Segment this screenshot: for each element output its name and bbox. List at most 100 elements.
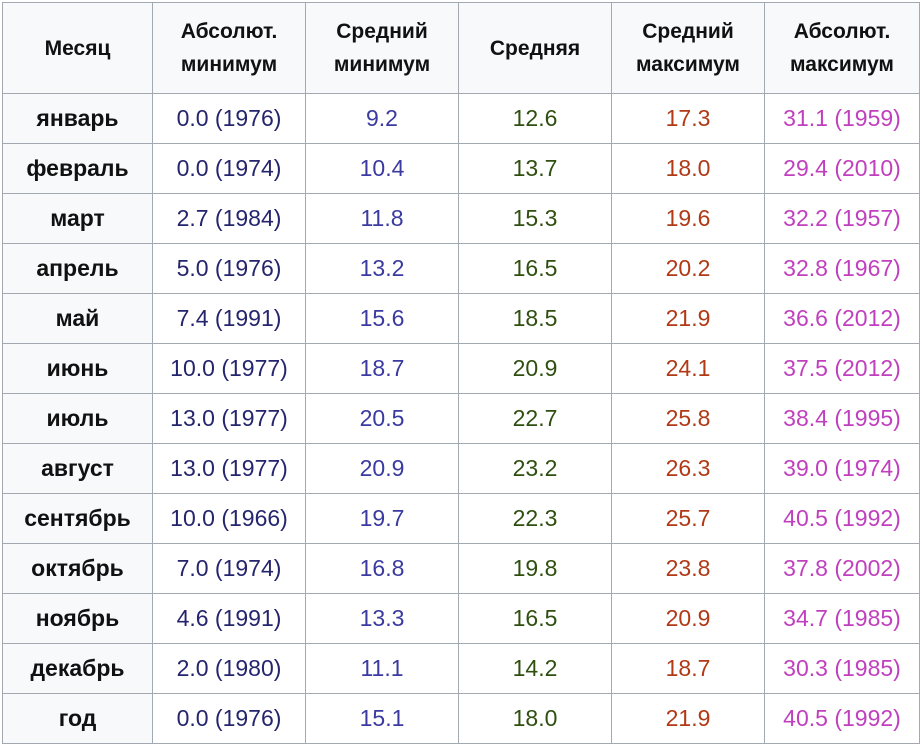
abs-max-cell: 40.5 (1992): [764, 693, 920, 744]
avg-cell: 18.5: [458, 293, 612, 344]
avg-max-cell: 18.0: [611, 143, 765, 194]
table-row: май 7.4 (1991) 15.6 18.5 21.9 36.6 (2012): [2, 293, 920, 344]
header-abs-min: Абсолют. минимум: [152, 2, 306, 94]
abs-max-cell: 39.0 (1974): [764, 443, 920, 494]
avg-cell: 20.9: [458, 343, 612, 394]
abs-max-cell: 30.3 (1985): [764, 643, 920, 694]
header-abs-max-line-1: Абсолют.: [793, 20, 891, 43]
header-abs-max: Абсолют. максимум: [764, 2, 920, 94]
avg-max-cell: 25.7: [611, 493, 765, 544]
abs-max-cell: 36.6 (2012): [764, 293, 920, 344]
table-row: август 13.0 (1977) 20.9 23.2 26.3 39.0 (1974): [2, 443, 920, 494]
avg-max-cell: 18.7: [611, 643, 765, 694]
abs-min-cell: 10.0 (1977): [152, 343, 306, 394]
month-cell: сентябрь: [2, 493, 153, 544]
header-abs-min-line-2: минимум: [180, 53, 278, 76]
header-row: Месяц Абсолют. минимум Средний минимум С…: [2, 2, 920, 94]
avg-min-cell: 11.8: [305, 193, 459, 244]
abs-min-cell: 2.0 (1980): [152, 643, 306, 694]
avg-cell: 23.2: [458, 443, 612, 494]
avg-cell: 19.8: [458, 543, 612, 594]
avg-max-cell: 23.8: [611, 543, 765, 594]
month-cell: август: [2, 443, 153, 494]
abs-min-cell: 7.0 (1974): [152, 543, 306, 594]
month-cell: ноябрь: [2, 593, 153, 644]
abs-min-cell: 13.0 (1977): [152, 393, 306, 444]
avg-max-cell: 25.8: [611, 393, 765, 444]
avg-cell: 16.5: [458, 243, 612, 294]
header-avg-min: Средний минимум: [305, 2, 459, 94]
avg-max-cell: 24.1: [611, 343, 765, 394]
abs-min-cell: 0.0 (1976): [152, 693, 306, 744]
header-avg-line: Средняя: [489, 36, 581, 60]
table-row: февраль 0.0 (1974) 10.4 13.7 18.0 29.4 (2010): [2, 143, 920, 194]
header-avg-max-line-1: Средний: [642, 20, 734, 43]
avg-min-cell: 13.2: [305, 243, 459, 294]
avg-cell: 15.3: [458, 193, 612, 244]
abs-max-cell: 37.8 (2002): [764, 543, 920, 594]
avg-max-cell: 17.3: [611, 93, 765, 144]
avg-min-cell: 16.8: [305, 543, 459, 594]
avg-min-cell: 20.9: [305, 443, 459, 494]
month-cell: февраль: [2, 143, 153, 194]
table-row: апрель 5.0 (1976) 13.2 16.5 20.2 32.8 (1967): [2, 243, 920, 294]
header-abs-min-line-1: Абсолют.: [180, 20, 278, 43]
header-month: Месяц: [2, 2, 153, 94]
table-row: январь 0.0 (1976) 9.2 12.6 17.3 31.1 (1959): [2, 93, 920, 144]
abs-min-cell: 0.0 (1974): [152, 143, 306, 194]
month-cell: январь: [2, 93, 153, 144]
abs-max-cell: 40.5 (1992): [764, 493, 920, 544]
month-cell: июнь: [2, 343, 153, 394]
avg-cell: 14.2: [458, 643, 612, 694]
avg-min-cell: 15.1: [305, 693, 459, 744]
avg-cell: 16.5: [458, 593, 612, 644]
abs-min-cell: 13.0 (1977): [152, 443, 306, 494]
avg-max-cell: 20.2: [611, 243, 765, 294]
table-row: ноябрь 4.6 (1991) 13.3 16.5 20.9 34.7 (1985): [2, 593, 920, 644]
avg-cell: 12.6: [458, 93, 612, 144]
month-cell: апрель: [2, 243, 153, 294]
table-body: январь 0.0 (1976) 9.2 12.6 17.3 31.1 (1959) фе…: [2, 93, 920, 744]
header-month-line: Месяц: [44, 36, 111, 60]
abs-max-cell: 32.2 (1957): [764, 193, 920, 244]
abs-min-cell: 7.4 (1991): [152, 293, 306, 344]
avg-max-cell: 21.9: [611, 693, 765, 744]
abs-min-cell: 2.7 (1984): [152, 193, 306, 244]
avg-min-cell: 18.7: [305, 343, 459, 394]
header-avg-min-line-1: Средний: [336, 20, 428, 43]
avg-min-cell: 9.2: [305, 93, 459, 144]
table-row: июль 13.0 (1977) 20.5 22.7 25.8 38.4 (1995): [2, 393, 920, 444]
month-cell: июль: [2, 393, 153, 444]
abs-max-cell: 34.7 (1985): [764, 593, 920, 644]
avg-min-cell: 13.3: [305, 593, 459, 644]
table-row: октябрь 7.0 (1974) 16.8 19.8 23.8 37.8 (2002): [2, 543, 920, 594]
header-abs-max-line-2: максимум: [790, 53, 894, 76]
abs-max-cell: 38.4 (1995): [764, 393, 920, 444]
abs-max-cell: 29.4 (2010): [764, 143, 920, 194]
avg-min-cell: 15.6: [305, 293, 459, 344]
avg-min-cell: 11.1: [305, 643, 459, 694]
table-row: сентябрь 10.0 (1966) 19.7 22.3 25.7 40.5 (199…: [2, 493, 920, 544]
avg-min-cell: 20.5: [305, 393, 459, 444]
avg-max-cell: 19.6: [611, 193, 765, 244]
avg-max-cell: 21.9: [611, 293, 765, 344]
header-avg: Средняя: [458, 2, 612, 94]
abs-max-cell: 31.1 (1959): [764, 93, 920, 144]
avg-cell: 18.0: [458, 693, 612, 744]
avg-min-cell: 10.4: [305, 143, 459, 194]
avg-cell: 22.7: [458, 393, 612, 444]
abs-min-cell: 5.0 (1976): [152, 243, 306, 294]
abs-min-cell: 4.6 (1991): [152, 593, 306, 644]
abs-min-cell: 0.0 (1976): [152, 93, 306, 144]
month-cell: год: [2, 693, 153, 744]
month-cell: декабрь: [2, 643, 153, 694]
avg-max-cell: 26.3: [611, 443, 765, 494]
table-row: год 0.0 (1976) 15.1 18.0 21.9 40.5 (1992): [2, 693, 920, 744]
header-avg-max: Средний максимум: [611, 2, 765, 94]
month-cell: март: [2, 193, 153, 244]
abs-min-cell: 10.0 (1966): [152, 493, 306, 544]
month-cell: октябрь: [2, 543, 153, 594]
avg-max-cell: 20.9: [611, 593, 765, 644]
abs-max-cell: 37.5 (2012): [764, 343, 920, 394]
